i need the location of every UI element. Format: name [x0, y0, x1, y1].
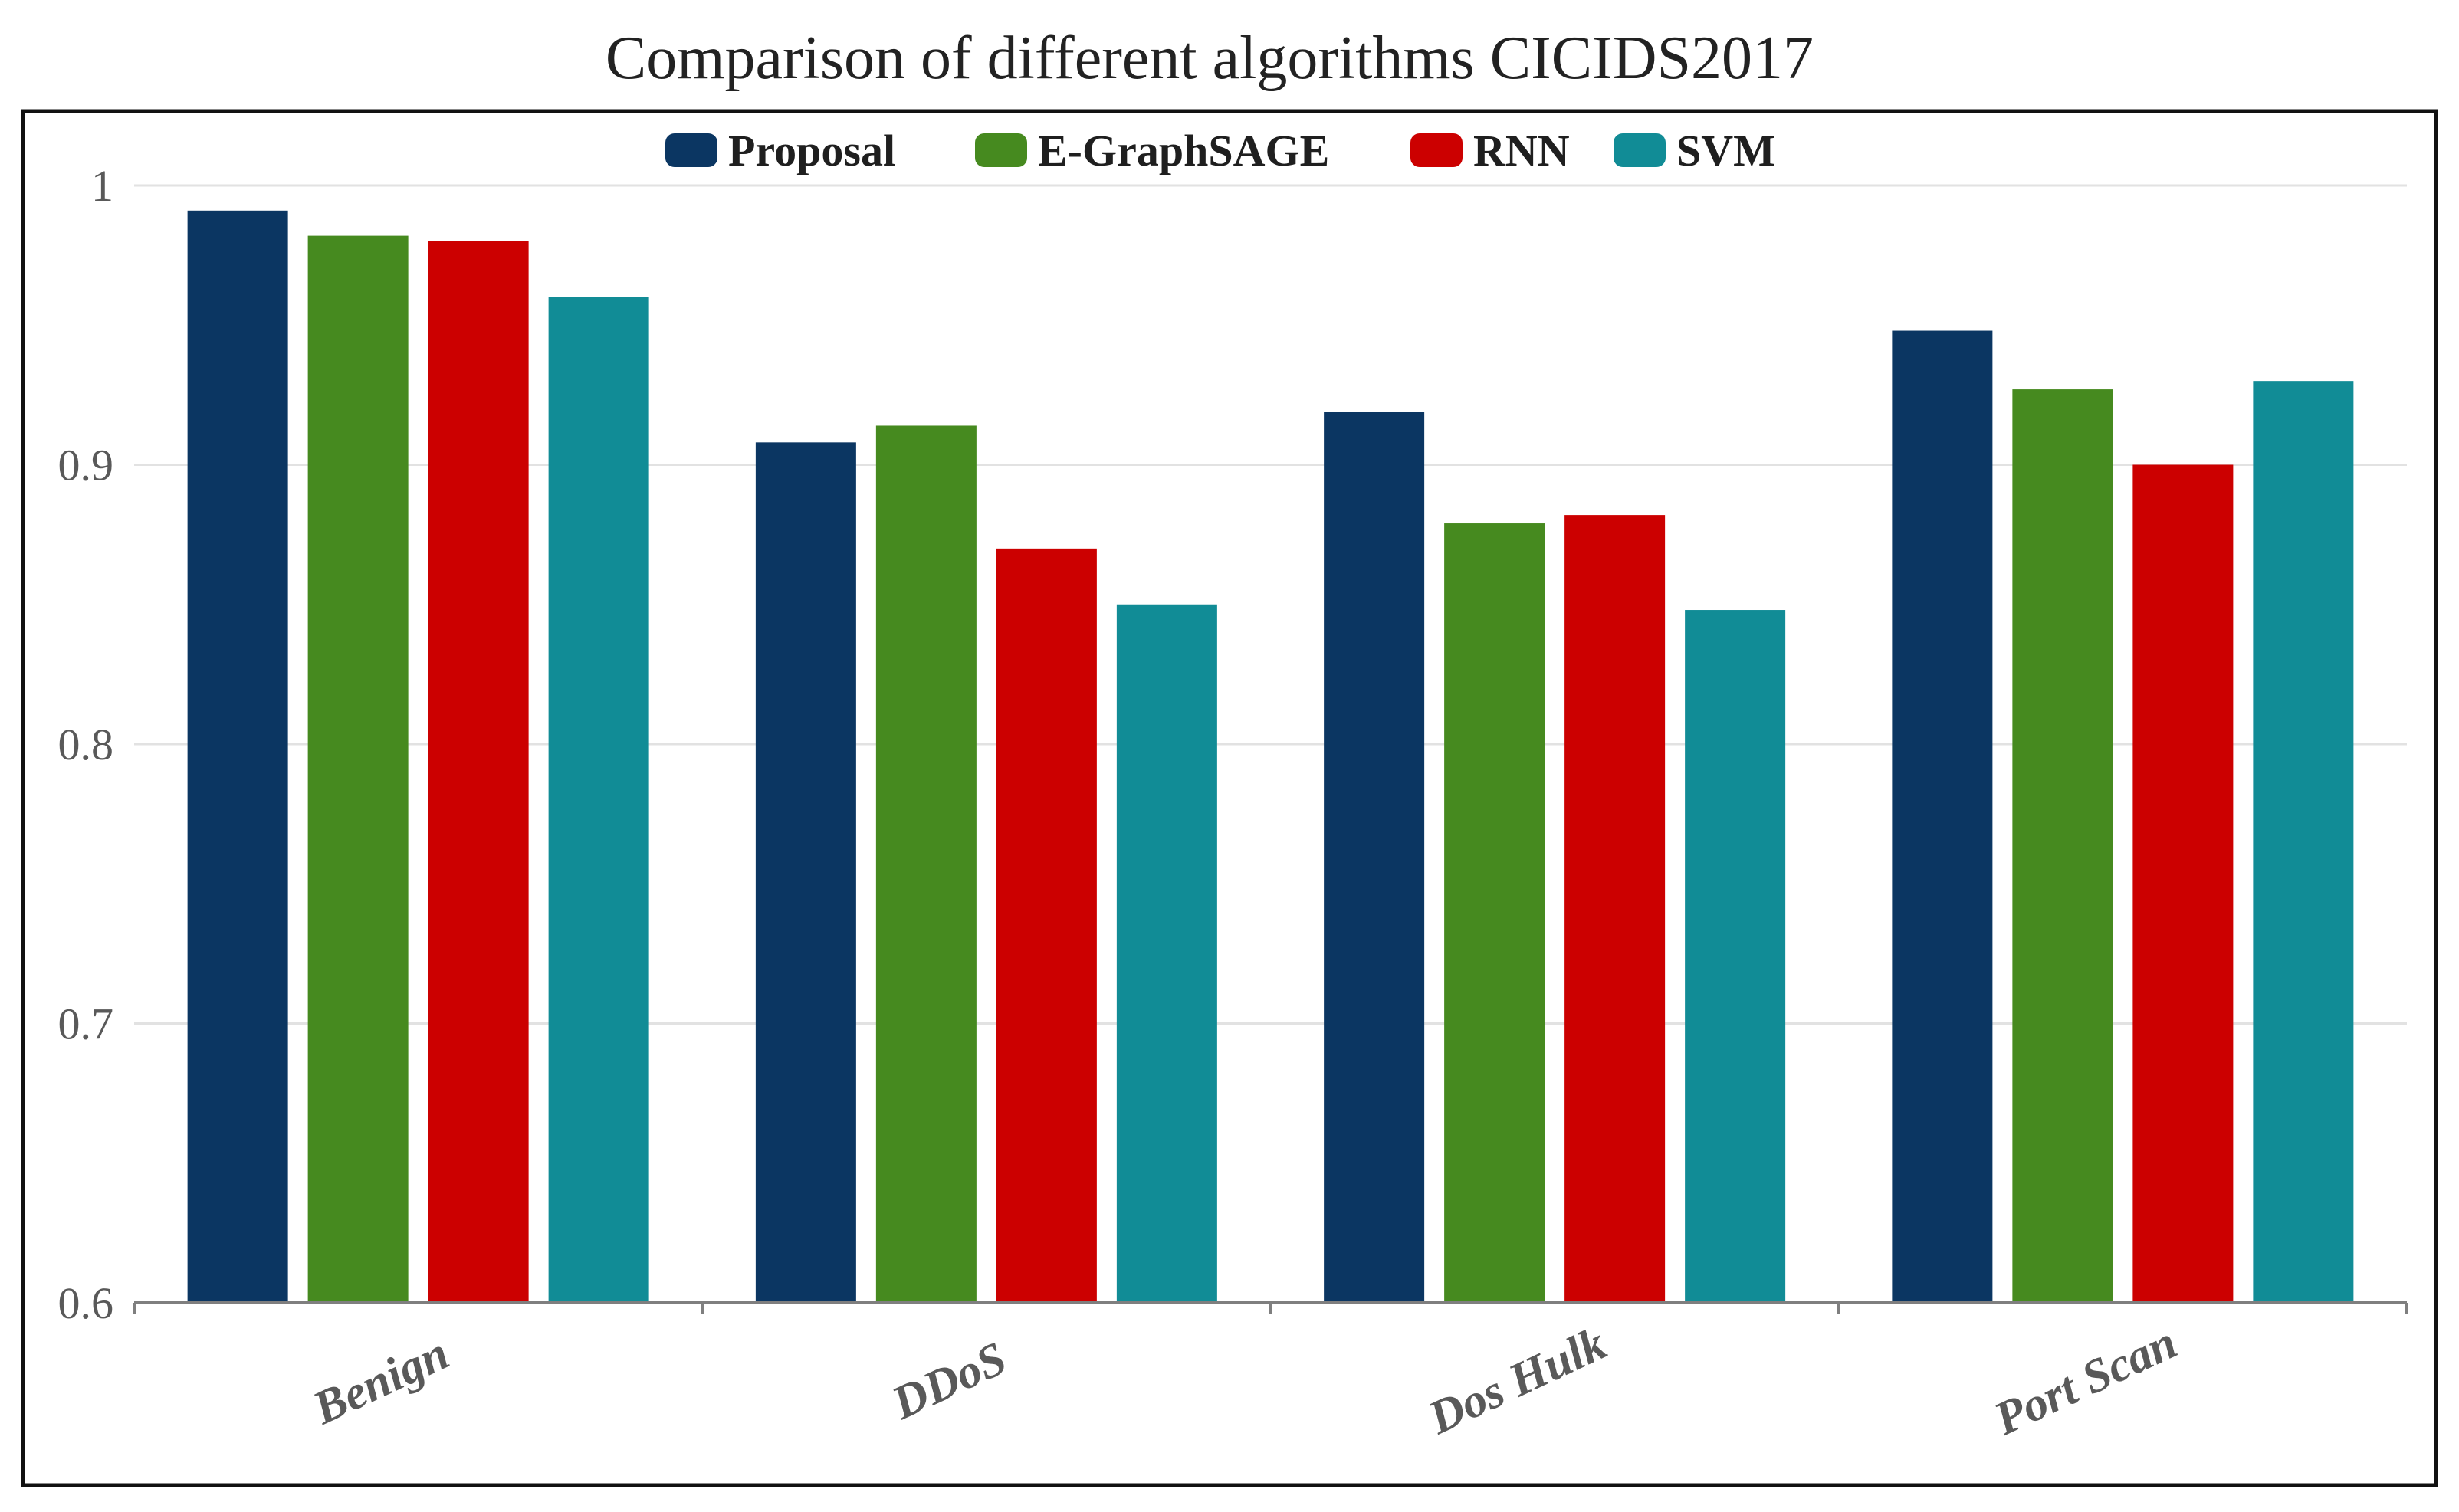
- legend-label: RNN: [1473, 126, 1570, 175]
- legend-item-e-graphsage[interactable]: E-GraphSAGE: [975, 126, 1329, 175]
- bar-e-graphsage-benign: [307, 235, 409, 1303]
- y-tick-label: 0.6: [58, 1278, 114, 1328]
- y-tick-label: 0.8: [58, 720, 114, 769]
- bar-proposal-dos-hulk: [1324, 412, 1425, 1303]
- bar-svm-benign: [548, 297, 649, 1303]
- legend-swatch: [1614, 133, 1666, 167]
- bar-e-graphsage-ddos: [875, 425, 977, 1303]
- y-tick-label: 1: [91, 161, 113, 211]
- bars: [187, 210, 2354, 1304]
- bar-proposal-benign: [187, 210, 288, 1304]
- bar-rnn-dos-hulk: [1564, 515, 1666, 1303]
- bar-svm-dos-hulk: [1685, 610, 1786, 1303]
- y-tick-labels: 0.6 0.7 0.8 0.9 1: [58, 161, 114, 1328]
- legend-swatch: [1410, 133, 1463, 167]
- legend-swatch: [975, 133, 1027, 167]
- bar-rnn-port-scan: [2132, 464, 2234, 1303]
- y-tick-label: 0.9: [58, 441, 114, 490]
- bar-svm-port-scan: [2253, 381, 2354, 1303]
- bar-e-graphsage-dos-hulk: [1444, 523, 1545, 1303]
- y-tick-label: 0.7: [58, 999, 114, 1049]
- bar-rnn-benign: [428, 241, 529, 1303]
- legend-item-proposal[interactable]: Proposal: [665, 126, 895, 175]
- legend-swatch: [665, 133, 717, 167]
- bar-svm-ddos: [1116, 604, 1217, 1303]
- legend-item-rnn[interactable]: RNN: [1410, 126, 1570, 175]
- legend[interactable]: Proposal E-GraphSAGE RNN SVM: [665, 126, 1775, 175]
- bar-proposal-ddos: [755, 442, 856, 1303]
- axes: [133, 1301, 2408, 1314]
- legend-label: SVM: [1676, 126, 1775, 175]
- legend-label: Proposal: [728, 126, 895, 175]
- bar-rnn-ddos: [996, 548, 1097, 1303]
- legend-item-svm[interactable]: SVM: [1614, 126, 1775, 175]
- bar-e-graphsage-port-scan: [2012, 389, 2113, 1304]
- chart-title: Comparison of different algorithms CICID…: [606, 25, 1814, 92]
- bar-proposal-port-scan: [1892, 330, 1993, 1303]
- legend-label: E-GraphSAGE: [1038, 126, 1329, 175]
